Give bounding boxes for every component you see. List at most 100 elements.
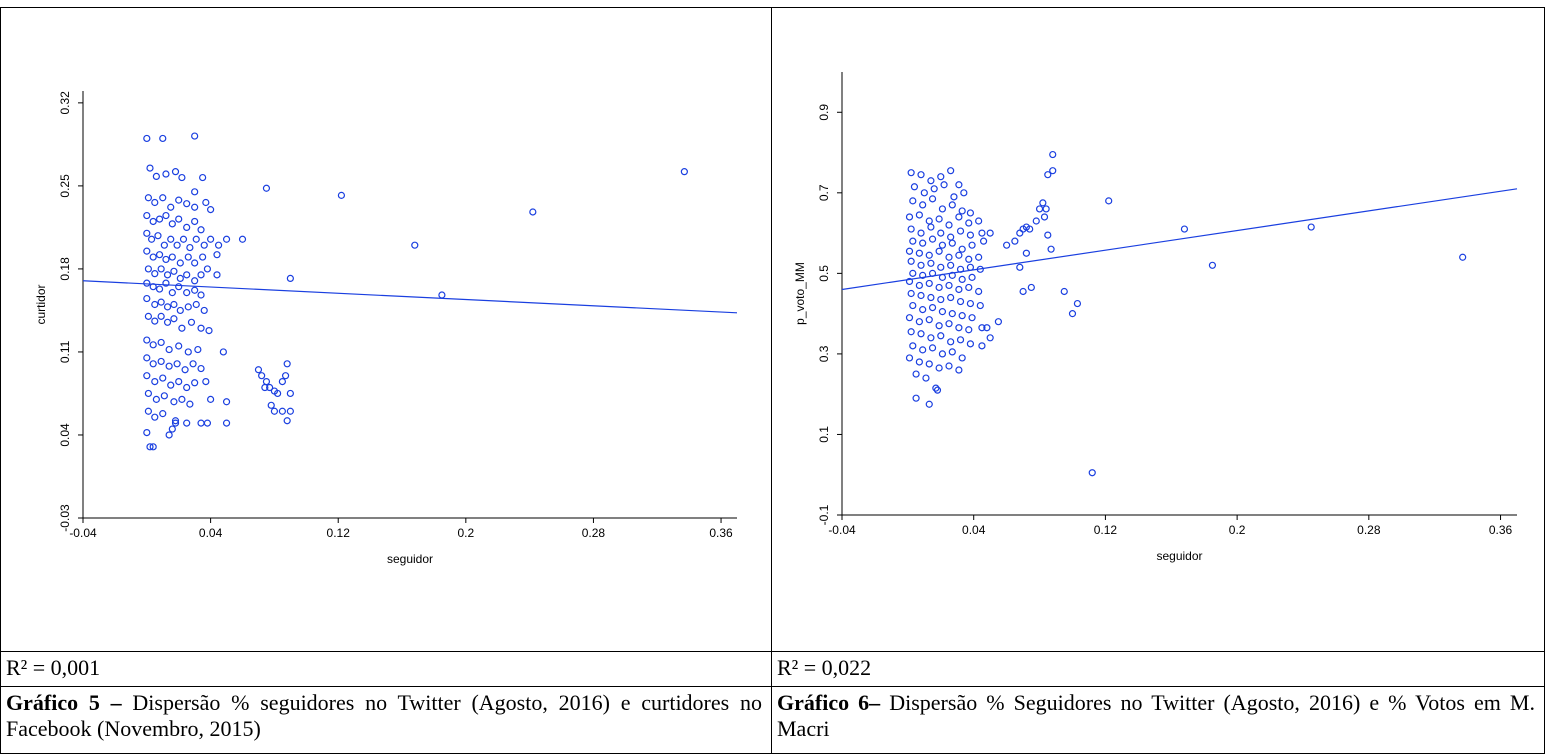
data-point: [905, 354, 914, 362]
data-point: [159, 410, 167, 418]
data-point: [925, 360, 933, 368]
data-point: [197, 324, 205, 332]
data-point: [956, 297, 965, 306]
data-point: [919, 271, 927, 279]
x-tick-label: 0.36: [1489, 523, 1513, 537]
data-point: [176, 274, 184, 283]
data-point: [938, 308, 947, 316]
data-point: [927, 293, 935, 302]
data-point: [905, 277, 914, 286]
data-point: [917, 261, 925, 269]
data-point: [958, 312, 966, 320]
data-point: [183, 289, 191, 297]
data-point: [179, 235, 188, 243]
data-point: [183, 271, 191, 279]
data-point: [191, 259, 199, 267]
data-point: [919, 346, 927, 354]
data-point: [160, 392, 168, 400]
data-point: [928, 195, 937, 203]
data-point: [986, 334, 994, 342]
data-point: [945, 221, 953, 229]
data-point: [1060, 287, 1068, 296]
data-point: [222, 419, 231, 427]
data-point: [915, 211, 923, 219]
data-point: [151, 300, 159, 309]
y-axis-label: curtidor: [34, 284, 48, 324]
data-point: [167, 235, 175, 243]
trend-line: [82, 280, 738, 314]
data-point: [183, 200, 191, 208]
data-point: [157, 298, 165, 306]
y-tick-label: 0.5: [817, 265, 831, 282]
data-point: [927, 223, 935, 231]
data-point: [178, 173, 186, 182]
data-point: [912, 370, 920, 378]
data-point: [207, 235, 215, 243]
data-point: [968, 314, 976, 322]
data-point: [1044, 171, 1052, 179]
data-point: [199, 253, 207, 261]
data-point: [186, 400, 194, 408]
data-point: [905, 247, 914, 255]
data-point: [910, 183, 919, 191]
data-point: [966, 231, 975, 239]
data-point: [1049, 150, 1057, 159]
y-tick-label: 0.25: [58, 174, 72, 198]
data-point: [915, 249, 923, 257]
x-tick-label: -0.04: [828, 523, 856, 537]
data-point: [947, 261, 955, 269]
data-point: [171, 168, 180, 176]
data-point: [170, 267, 178, 275]
data-point: [286, 407, 294, 415]
data-point: [207, 395, 215, 403]
data-point: [937, 173, 945, 181]
data-point: [168, 289, 176, 297]
r-squared-right: R² = 0,022: [777, 655, 872, 680]
data-point: [191, 277, 199, 285]
data-point: [947, 338, 955, 346]
y-tick-label: 0.18: [58, 257, 72, 281]
data-point: [149, 217, 157, 226]
y-tick-label: 0.7: [817, 184, 831, 201]
data-point: [143, 229, 151, 237]
table-border-top: [0, 7, 1545, 8]
data-point: [149, 443, 157, 451]
data-point: [173, 360, 181, 368]
data-point: [955, 324, 963, 332]
data-point: [958, 207, 966, 215]
data-point: [203, 265, 212, 273]
data-point: [1459, 253, 1467, 261]
data-point: [955, 285, 963, 294]
data-point: [935, 215, 943, 223]
data-point: [917, 330, 925, 338]
data-point: [937, 332, 945, 340]
data-point: [162, 279, 170, 287]
data-point: [219, 348, 227, 356]
y-tick-label: -0.03: [58, 504, 72, 532]
r-squared-left: R² = 0,001: [6, 655, 101, 680]
x-tick-label: -0.04: [69, 526, 97, 540]
data-point: [935, 364, 943, 372]
x-tick-label: 0.2: [1229, 523, 1246, 537]
data-point: [965, 219, 973, 227]
data-point: [144, 194, 152, 202]
data-point: [143, 294, 151, 303]
data-point: [947, 293, 955, 302]
data-point: [205, 326, 213, 335]
data-point: [262, 377, 271, 386]
caption-right-label: Gráfico 6–: [777, 690, 881, 715]
caption-right-text: Dispersão % Seguidores no Twitter (Agost…: [777, 690, 1535, 741]
data-point: [213, 271, 221, 279]
data-point: [960, 189, 968, 197]
data-point: [925, 217, 933, 225]
data-point: [927, 334, 935, 342]
data-point: [199, 173, 207, 182]
data-point: [907, 225, 915, 233]
data-point: [183, 223, 191, 232]
caption-left-text: Dispersão % seguidores no Twitter (Agost…: [6, 690, 762, 741]
data-point: [152, 172, 160, 180]
scatter-chart-6: -0.04 0.04 0.12 0.2 0.28 0.36 -0.1 0.1 0.3 0.5 0.7…: [793, 72, 1518, 563]
data-point: [191, 188, 199, 196]
data-point: [270, 407, 279, 415]
data-point: [948, 348, 956, 356]
